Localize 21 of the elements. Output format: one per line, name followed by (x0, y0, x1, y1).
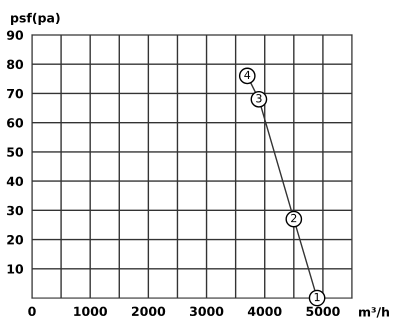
y-tick-label: 50 (7, 147, 24, 157)
y-tick-label: 20 (7, 235, 24, 244)
annotation: 3 (256, 94, 262, 102)
x-tick-label: 1000 (74, 306, 107, 316)
y-tick-label: 60 (7, 118, 24, 128)
annotation: 2 (291, 214, 296, 222)
annotation: 4 (244, 70, 250, 79)
y-tick-label: 70 (7, 88, 24, 98)
y-axis-title: psf(pa) (11, 12, 60, 25)
x-tick-label: 3000 (190, 306, 224, 316)
y-tick-label: 30 (7, 206, 24, 216)
x-tick-label: 5000 (306, 306, 340, 316)
x-axis-title: m³/h (359, 306, 389, 318)
x-tick-label: 2000 (132, 306, 166, 316)
x-tick-label: 0 (28, 306, 36, 316)
x-tick-label: 4000 (248, 306, 282, 316)
annotation: 1 (314, 293, 320, 302)
y-tick-label: 10 (8, 264, 24, 274)
y-tick-label: 80 (7, 60, 24, 70)
y-tick-label: 90 (6, 30, 24, 40)
y-tick-label: 40 (6, 176, 24, 186)
